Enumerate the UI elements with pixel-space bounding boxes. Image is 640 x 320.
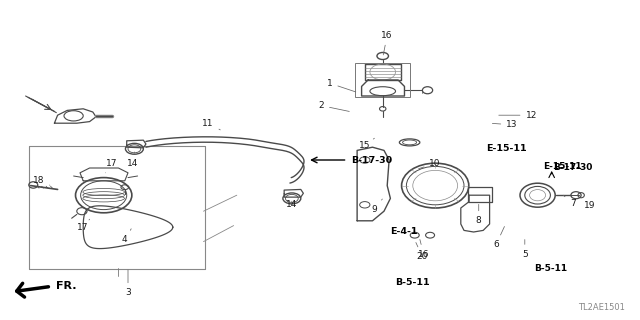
Text: 4: 4 — [122, 229, 131, 244]
Text: 14: 14 — [286, 200, 298, 209]
Text: 19: 19 — [579, 195, 596, 210]
Bar — [355, 63, 410, 97]
Text: 17: 17 — [106, 159, 118, 173]
Text: B-5-11: B-5-11 — [396, 278, 430, 287]
Text: 11: 11 — [202, 119, 220, 130]
Text: 2: 2 — [319, 101, 349, 111]
Text: 17: 17 — [77, 219, 90, 232]
Text: 16: 16 — [418, 239, 429, 259]
Text: 14: 14 — [127, 152, 139, 168]
Text: 10: 10 — [419, 159, 441, 169]
Text: 8: 8 — [476, 204, 481, 225]
Text: 15: 15 — [359, 138, 374, 150]
Text: B-17-30: B-17-30 — [554, 163, 593, 172]
Text: E-4-1: E-4-1 — [390, 228, 418, 236]
Text: 20: 20 — [416, 243, 428, 261]
Text: B-17-30: B-17-30 — [351, 156, 392, 164]
Text: 1: 1 — [327, 79, 356, 92]
Text: 18: 18 — [33, 176, 50, 185]
Bar — [29, 146, 205, 269]
Text: E-15-11: E-15-11 — [543, 162, 581, 171]
Text: 3: 3 — [125, 270, 131, 297]
Text: E-15-11: E-15-11 — [486, 144, 527, 153]
Text: FR.: FR. — [56, 281, 77, 292]
Text: 9: 9 — [372, 199, 382, 214]
Text: 7: 7 — [563, 195, 575, 208]
Text: 13: 13 — [492, 120, 518, 129]
Text: 16: 16 — [381, 31, 393, 55]
Text: B-5-11: B-5-11 — [534, 264, 568, 273]
Text: 5: 5 — [522, 240, 527, 259]
Bar — [29, 146, 205, 269]
Text: TL2AE1501: TL2AE1501 — [578, 303, 625, 312]
Text: 6: 6 — [493, 227, 504, 249]
Text: 12: 12 — [499, 111, 537, 120]
